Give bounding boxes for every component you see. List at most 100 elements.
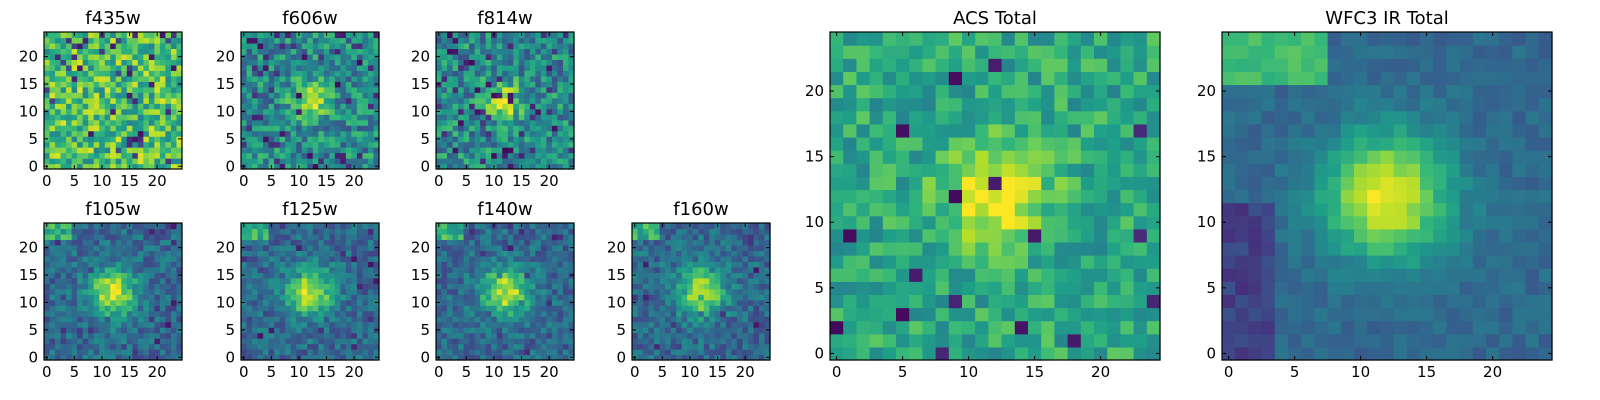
heatmap-cell — [44, 97, 51, 104]
heatmap-cell — [546, 37, 553, 44]
heatmap-cell — [463, 244, 470, 251]
heatmap-cell — [241, 86, 248, 93]
heatmap-cell — [654, 299, 661, 306]
heatmap-cell — [148, 119, 155, 126]
heatmap-cell — [246, 332, 253, 339]
heatmap-cell — [88, 119, 95, 126]
heatmap-cell — [55, 338, 62, 345]
heatmap-cell — [546, 349, 553, 356]
heatmap-cell — [77, 152, 84, 159]
heatmap-cell — [747, 288, 755, 295]
heatmap-cell — [296, 97, 303, 104]
heatmap-cell — [909, 307, 923, 322]
heatmap-cell — [513, 261, 520, 268]
heatmap-cell — [312, 108, 319, 115]
heatmap-cell — [962, 320, 976, 335]
heatmap-cell — [670, 343, 677, 350]
heatmap-cell — [115, 233, 122, 241]
heatmap-cell — [731, 327, 738, 334]
heatmap-cell — [362, 233, 369, 241]
heatmap-cell — [170, 48, 178, 55]
heatmap-cell — [285, 332, 292, 339]
heatmap-cell — [698, 228, 705, 235]
heatmap-cell — [687, 316, 694, 323]
heatmap-cell — [681, 294, 688, 301]
heatmap-cell — [60, 266, 67, 273]
heatmap-cell — [115, 119, 122, 126]
heatmap-cell — [507, 261, 514, 268]
heatmap-cell — [268, 86, 275, 93]
heatmap-cell — [507, 75, 514, 82]
heatmap-cell — [148, 64, 155, 71]
heatmap-cell — [356, 147, 364, 154]
heatmap-cell — [535, 343, 542, 350]
heatmap-cell — [115, 332, 122, 339]
heatmap-cell — [312, 327, 319, 334]
heatmap-cell — [736, 338, 743, 345]
heatmap-cell — [148, 250, 155, 257]
heatmap-cell — [279, 250, 286, 257]
heatmap-cell — [491, 305, 498, 312]
heatmap-cell — [562, 32, 570, 39]
heatmap-cell — [263, 147, 270, 154]
heatmap-cell — [165, 92, 172, 99]
heatmap-cell — [869, 255, 884, 269]
heatmap-cell — [334, 59, 341, 66]
heatmap-cell — [373, 294, 380, 301]
heatmap-cell — [110, 343, 117, 350]
heatmap-cell — [1001, 281, 1016, 295]
heatmap-cell — [670, 277, 677, 284]
heatmap-cell — [568, 266, 575, 273]
heatmap-cell — [257, 288, 264, 295]
heatmap-cell — [257, 233, 264, 241]
heatmap-cell — [557, 277, 564, 284]
heatmap-cell — [1146, 281, 1161, 295]
heatmap-cell — [562, 233, 570, 241]
heatmap-cell — [830, 163, 844, 177]
heatmap-cell — [356, 70, 364, 77]
heatmap-cell — [496, 250, 503, 257]
heatmap-cell — [681, 316, 688, 323]
heatmap-cell — [731, 332, 738, 339]
heatmap-cell — [367, 163, 375, 170]
heatmap-cell — [507, 266, 514, 273]
heatmap-cell — [279, 349, 286, 356]
heatmap-cell — [513, 119, 520, 126]
heatmap-cell — [367, 75, 375, 82]
heatmap-cell — [529, 244, 536, 251]
heatmap-cell — [452, 321, 459, 328]
heatmap-cell — [1080, 307, 1095, 322]
heatmap-cell — [758, 250, 766, 257]
heatmap-cell — [535, 228, 542, 235]
heatmap-cell — [529, 81, 536, 88]
heatmap-cell — [285, 86, 292, 93]
heatmap-cell — [436, 125, 443, 132]
heatmap-cell — [962, 163, 976, 177]
heatmap-cell — [77, 349, 84, 356]
heatmap-cell — [692, 233, 699, 241]
heatmap-cell — [491, 125, 498, 132]
heatmap-cell — [345, 299, 352, 306]
heatmap-cell — [241, 42, 248, 50]
heatmap-cell — [318, 125, 325, 132]
heatmap-cell — [458, 316, 465, 323]
heatmap-cell — [340, 130, 347, 137]
heatmap-cell — [263, 152, 270, 159]
heatmap-cell — [290, 228, 297, 235]
heatmap-cell — [507, 316, 514, 323]
heatmap-cell — [137, 141, 144, 148]
heatmap-cell — [257, 42, 264, 50]
heatmap-cell — [546, 81, 553, 88]
heatmap-cell — [170, 108, 178, 115]
heatmap-cell — [496, 266, 503, 273]
heatmap-cell — [747, 294, 755, 301]
heatmap-cell — [502, 266, 509, 273]
heatmap-cell — [485, 92, 492, 99]
heatmap-cell — [279, 59, 286, 66]
heatmap-cell — [165, 97, 172, 104]
heatmap-cell — [143, 316, 150, 323]
heatmap-cell — [654, 327, 661, 334]
heatmap-cell — [367, 294, 375, 301]
heatmap-cell — [720, 228, 727, 235]
